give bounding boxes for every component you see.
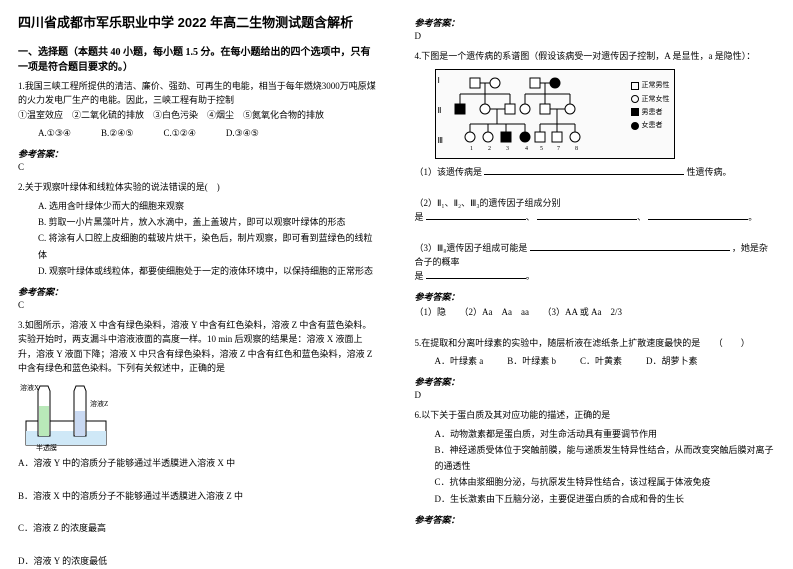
q1-text: 1.我国三峡工程所提供的清洁、廉价、强劲、可再生的电能，相当于每年燃烧3000万… bbox=[18, 81, 376, 105]
question-2: 2.关于观察叶绿体和线粒体实验的说法错误的是( ) A. 选用含叶绿体少而大的细… bbox=[18, 180, 379, 279]
q6-optD: D．生长激素由下丘脑分泌，主要促进蛋白质的合成和骨的生长 bbox=[435, 491, 776, 507]
right-column: 参考答案： D 4.下图是一个遗传病的系谱图（假设该病受一对遗传因子控制，A 是… bbox=[397, 0, 793, 561]
section-header: 一、选择题（本题共 40 小题，每小题 1.5 分。在每小题给出的四个选项中，只… bbox=[18, 43, 379, 73]
q1-optB: B.②④⑤ bbox=[101, 126, 133, 140]
q6-answer-label: 参考答案： bbox=[415, 513, 776, 526]
q2-optD: D. 观察叶绿体或线粒体，都要使细胞处于一定的液体环境中，以保持细胞的正常形态 bbox=[38, 263, 379, 279]
q1-line2: ①温室效应 ②二氧化硫的排放 ③白色污染 ④烟尘 ⑤氮氧化合物的排放 bbox=[18, 110, 324, 120]
svg-text:1: 1 bbox=[470, 146, 473, 152]
q5-optB: B．叶绿素 b bbox=[507, 354, 556, 368]
svg-text:2: 2 bbox=[488, 146, 491, 152]
svg-text:7: 7 bbox=[557, 146, 560, 152]
q3-options: A．溶液 Y 中的溶质分子能够通过半透膜进入溶液 X 中 B．溶液 X 中的溶质… bbox=[18, 455, 379, 568]
q4-sub1-post: 性遗传病。 bbox=[687, 167, 732, 177]
svg-text:8: 8 bbox=[575, 146, 578, 152]
question-4: 4.下图是一个遗传病的系谱图（假设该病受一对遗传因子控制，A 是显性，a 是隐性… bbox=[415, 49, 776, 63]
q4-answer: （1）隐 （2）Aa Aa aa （3）AA 或 Aa 2/3 bbox=[415, 305, 776, 318]
legend-normal-male: 正常男性 bbox=[642, 80, 670, 91]
blank bbox=[426, 210, 526, 220]
left-column: 四川省成都市军乐职业中学 2022 年高二生物测试题含解析 一、选择题（本题共 … bbox=[0, 0, 397, 561]
q5-optC: C．叶黄素 bbox=[580, 354, 622, 368]
q4-sub2-mid: 是 bbox=[415, 212, 424, 222]
legend-affected-male: 男患者 bbox=[642, 107, 663, 118]
q4-sub3: （3）Ⅲ₈遗传因子组成可能是 ，她是杂合子的概率 是 。 bbox=[415, 241, 776, 284]
svg-text:4: 4 bbox=[525, 146, 528, 152]
legend-normal-female: 正常女性 bbox=[642, 94, 670, 105]
question-3: 3.如图所示，溶液 X 中含有绿色染料，溶液 Y 中含有红色染料，溶液 Z 中含… bbox=[18, 318, 379, 376]
q1-answer: C bbox=[18, 162, 379, 172]
q2-text: 2.关于观察叶绿体和线粒体实验的说法错误的是( ) bbox=[18, 182, 220, 192]
question-6: 6.以下关于蛋白质及其对应功能的描述，正确的是 A．动物激素都是蛋白质，对生命活… bbox=[415, 408, 776, 507]
blank bbox=[426, 269, 526, 279]
q1-options: A.①③④ B.②④⑤ C.①②④ D.③④⑤ bbox=[18, 126, 379, 140]
q4-sub1-pre: （1）该遗传病是 bbox=[415, 167, 483, 177]
q3-answer-label: 参考答案： bbox=[415, 16, 776, 29]
svg-text:3: 3 bbox=[506, 146, 509, 152]
beaker-label-membrane: 半透膜 bbox=[36, 443, 57, 453]
question-1: 1.我国三峡工程所提供的清洁、廉价、强劲、可再生的电能，相当于每年燃烧3000万… bbox=[18, 79, 379, 141]
q3-optB: B．溶液 X 中的溶质分子不能够通过半透膜进入溶液 Z 中 bbox=[18, 488, 379, 504]
q5-optD: D．胡萝卜素 bbox=[646, 354, 698, 368]
q1-optA: A.①③④ bbox=[38, 126, 71, 140]
q6-options: A．动物激素都是蛋白质，对生命活动具有重要调节作用 B．神经递质受体位于突触前膜… bbox=[415, 426, 776, 507]
q2-optB: B. 剪取一小片黑藻叶片，放入水滴中，盖上盖玻片，即可以观察叶绿体的形态 bbox=[38, 214, 379, 230]
q3-optA: A．溶液 Y 中的溶质分子能够通过半透膜进入溶液 X 中 bbox=[18, 455, 379, 471]
q4-sub3-pre: （3）Ⅲ₈遗传因子组成可能是 bbox=[415, 243, 528, 253]
q4-sub2-pre: （2）Ⅱ₁、Ⅱ₂、Ⅲ₃的遗传因子组成分别 bbox=[415, 198, 561, 208]
q5-text: 5.在提取和分离叶绿素的实验中，随层析液在滤纸条上扩散速度最快的是 （ ） bbox=[415, 338, 750, 348]
blank bbox=[648, 210, 748, 220]
q3-optC: C．溶液 Z 的浓度最高 bbox=[18, 520, 379, 536]
q5-answer: D bbox=[415, 390, 776, 400]
q3-text: 3.如图所示，溶液 X 中含有绿色染料，溶液 Y 中含有红色染料，溶液 Z 中含… bbox=[18, 320, 372, 373]
blank bbox=[537, 210, 637, 220]
page-title: 四川省成都市军乐职业中学 2022 年高二生物测试题含解析 bbox=[18, 12, 379, 31]
q4-text: 4.下图是一个遗传病的系谱图（假设该病受一对遗传因子控制，A 是显性，a 是隐性… bbox=[415, 51, 756, 61]
beaker-label-z: 溶液Z bbox=[90, 399, 108, 409]
q1-answer-label: 参考答案： bbox=[18, 147, 379, 160]
pedigree-diagram: Ⅰ Ⅱ Ⅲ bbox=[435, 69, 675, 159]
q3-answer: D bbox=[415, 31, 776, 41]
beaker-diagram: 溶液X 溶液Z 半透膜 bbox=[18, 381, 128, 451]
blank bbox=[530, 241, 730, 251]
q2-options: A. 选用含叶绿体少而大的细胞来观察 B. 剪取一小片黑藻叶片，放入水滴中，盖上… bbox=[18, 198, 379, 279]
q4-sub1: （1）该遗传病是 性遗传病。 bbox=[415, 165, 776, 179]
q5-optA: A．叶绿素 a bbox=[435, 354, 484, 368]
q4-sub2: （2）Ⅱ₁、Ⅱ₂、Ⅲ₃的遗传因子组成分别 是 、 、 。 bbox=[415, 196, 776, 225]
beaker-label-x: 溶液X bbox=[20, 383, 39, 393]
q2-optC: C. 将涂有人口腔上皮细胞的载玻片烘干，染色后，制片观察，即可看到蓝绿色的线粒体 bbox=[38, 230, 379, 262]
q4-answer-label: 参考答案： bbox=[415, 290, 776, 303]
q6-optB: B．神经递质受体位于突触前膜，能与递质发生特异性结合，从而改变突触后膜对离子的通… bbox=[435, 442, 776, 474]
q2-answer-label: 参考答案： bbox=[18, 285, 379, 298]
q6-text: 6.以下关于蛋白质及其对应功能的描述，正确的是 bbox=[415, 410, 611, 420]
q5-answer-label: 参考答案： bbox=[415, 375, 776, 388]
q5-options: A．叶绿素 a B．叶绿素 b C．叶黄素 D．胡萝卜素 bbox=[415, 354, 776, 368]
q2-answer: C bbox=[18, 300, 379, 310]
q6-optC: C．抗体由浆细胞分泌，与抗原发生特异性结合，该过程属于体液免疫 bbox=[435, 474, 776, 490]
question-5: 5.在提取和分离叶绿素的实验中，随层析液在滤纸条上扩散速度最快的是 （ ） A．… bbox=[415, 336, 776, 369]
q6-optA: A．动物激素都是蛋白质，对生命活动具有重要调节作用 bbox=[435, 426, 776, 442]
pedigree-legend: 正常男性 正常女性 男患者 女患者 bbox=[631, 80, 670, 133]
q1-optC: C.①②④ bbox=[163, 126, 195, 140]
q4-sub3-end: 是 bbox=[415, 271, 424, 281]
blank bbox=[484, 165, 684, 175]
q1-optD: D.③④⑤ bbox=[226, 126, 259, 140]
q2-optA: A. 选用含叶绿体少而大的细胞来观察 bbox=[38, 198, 379, 214]
svg-text:5: 5 bbox=[540, 146, 543, 152]
legend-affected-female: 女患者 bbox=[642, 120, 663, 131]
